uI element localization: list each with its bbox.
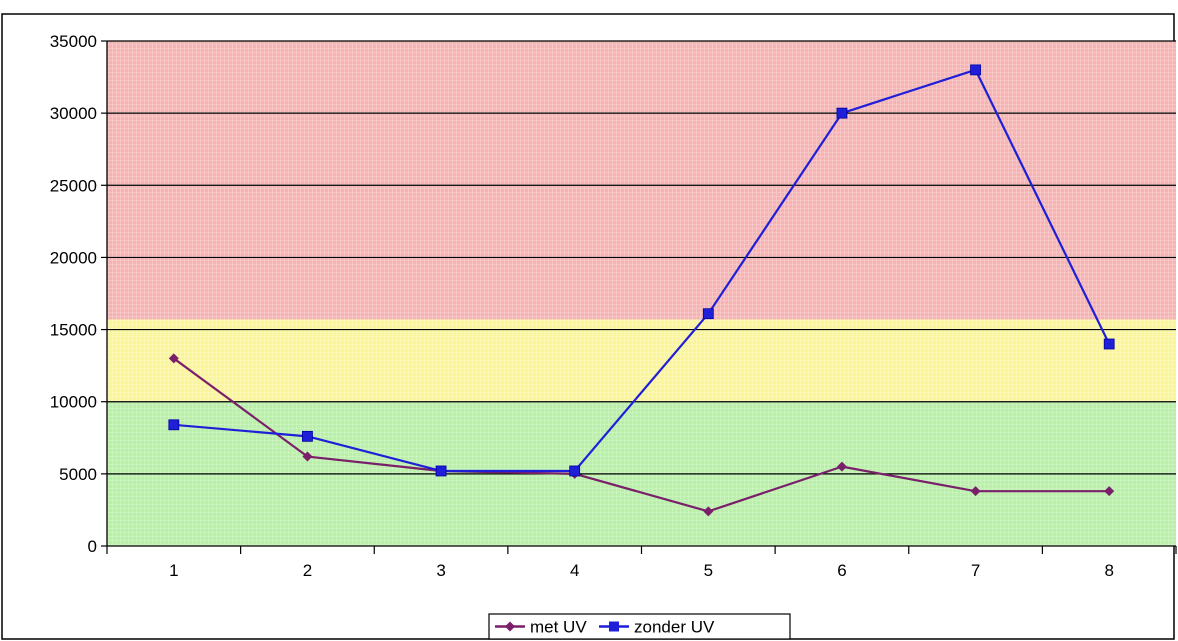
legend-marker: [505, 621, 515, 632]
y-axis-ticks: 0 5000 10000 15000 20000 25000 30000 35000: [50, 32, 107, 556]
y-tick-label: 30000: [50, 104, 97, 123]
data-point: [168, 419, 180, 431]
x-axis-ticks: 1 2 3 4 5 6 7 8: [106, 546, 1177, 580]
legend-box: [488, 613, 791, 640]
y-tick-label: 5000: [59, 465, 97, 484]
fine-grid-pattern: [107, 41, 1176, 546]
data-point: [836, 461, 847, 472]
y-tick-label: 35000: [50, 32, 97, 51]
data-point: [1103, 338, 1115, 350]
x-tick-label: 8: [1104, 561, 1113, 580]
series-line: [173, 357, 1110, 513]
x-tick-label: 4: [570, 561, 579, 580]
y-tick-label: 0: [88, 537, 97, 556]
data-point: [703, 506, 714, 517]
x-tick-label: 2: [303, 561, 312, 580]
x-tick-label: 3: [436, 561, 445, 580]
x-tick-label: 1: [169, 561, 178, 580]
data-point: [970, 486, 981, 497]
legend-label: met UV: [530, 618, 587, 637]
data-point: [569, 465, 581, 477]
data-point: [836, 107, 848, 119]
fine-grid-overlay: [107, 41, 1176, 546]
x-tick-label: 6: [837, 561, 846, 580]
gridlines: [107, 40, 1176, 475]
y-tick-label: 15000: [50, 321, 97, 340]
data-point: [970, 64, 981, 76]
legend-label: zonder UV: [634, 618, 715, 637]
data-point: [435, 465, 447, 477]
data-point: [1104, 486, 1115, 497]
y-tick-label: 20000: [50, 248, 97, 267]
legend-item-1: zonder UV: [599, 618, 715, 637]
legend: met UV zonder UV: [488, 613, 791, 640]
x-tick-label: 7: [971, 561, 980, 580]
data-point: [168, 353, 179, 364]
legend-marker: [609, 621, 619, 632]
legend-item-0: met UV: [495, 618, 587, 637]
data-point: [702, 308, 714, 320]
data-point: [302, 451, 313, 462]
series-line: [173, 68, 1111, 473]
x-tick-label: 5: [704, 561, 713, 580]
y-tick-label: 10000: [50, 393, 97, 412]
series-layer: [168, 64, 1115, 517]
series-1: [168, 64, 1115, 477]
data-point: [302, 430, 313, 442]
y-tick-label: 25000: [50, 176, 97, 195]
